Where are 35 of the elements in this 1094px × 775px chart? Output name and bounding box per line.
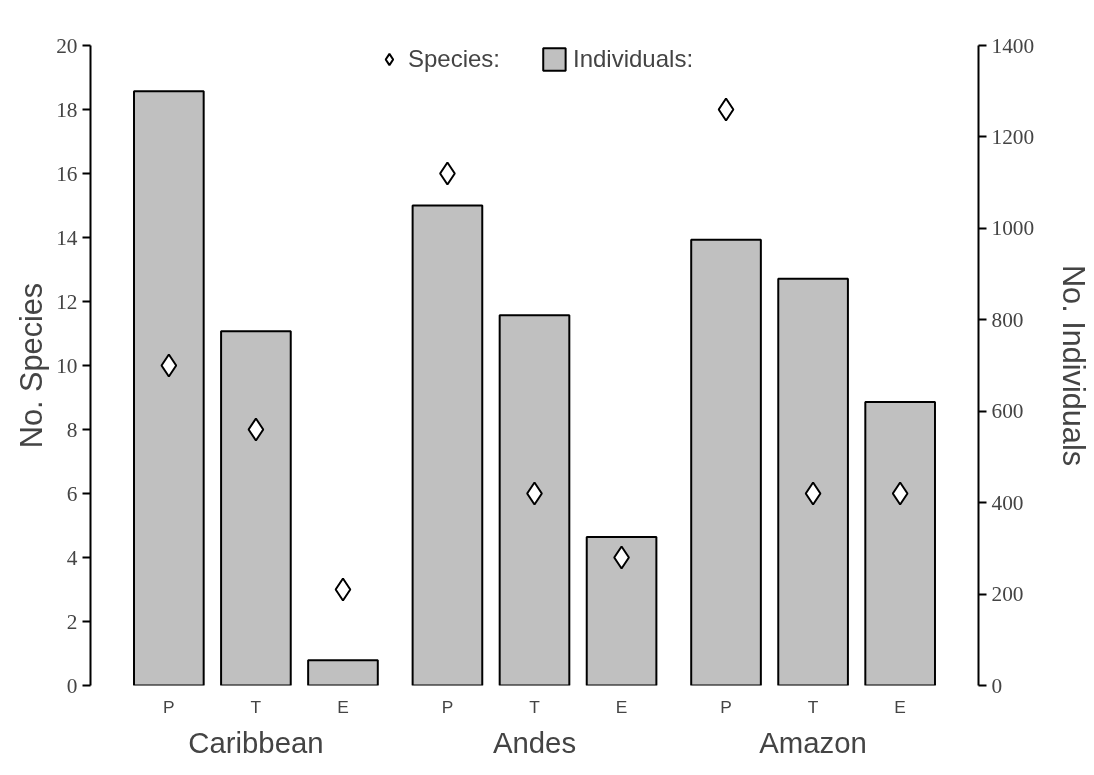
x-tick-label: P [720,696,732,717]
text: Andes [492,725,577,759]
text: Caribbean [188,725,324,759]
x-tick-label: E [894,696,906,717]
y2-tick-label: 1000 [991,216,1035,241]
y-tick-label: 14 [56,225,78,250]
y-tick-label: 0 [66,673,78,698]
x-tick-label: T [807,696,819,717]
y2-tick-label: 600 [991,399,1024,424]
text: Amazon [759,725,867,759]
y-tick-label: 10 [56,353,78,378]
y-axis-title: No. Species [14,282,50,449]
x-tick-label: P [163,696,175,717]
y2-tick-label: 0 [991,673,1003,698]
x-tick-label: E [615,696,628,717]
y2-tick-label: 1400 [991,33,1035,58]
y2-tick-label: 400 [991,490,1024,515]
y-tick-label: 12 [56,289,78,314]
y2-tick-label: 1200 [991,124,1035,149]
y-tick-label: 16 [56,161,78,186]
x-tick-label: E [337,696,349,717]
y-tick-label: 4 [66,545,78,570]
legend-label: Individuals: [572,45,694,73]
y2-axis-title: No. Individuals [1057,264,1092,467]
y2-tick-label: 200 [991,582,1024,607]
x-tick-label: T [529,696,541,717]
y-tick-label: 18 [56,97,78,122]
y-tick-label: 2 [66,609,78,634]
y-tick-label: 6 [66,481,78,506]
x-tick-label: P [441,696,454,717]
y-tick-label: 20 [56,33,78,58]
x-tick-label: T [250,696,262,717]
y-tick-label: 8 [66,417,78,442]
y2-tick-label: 800 [991,307,1024,332]
legend-label: Species: [407,45,500,73]
